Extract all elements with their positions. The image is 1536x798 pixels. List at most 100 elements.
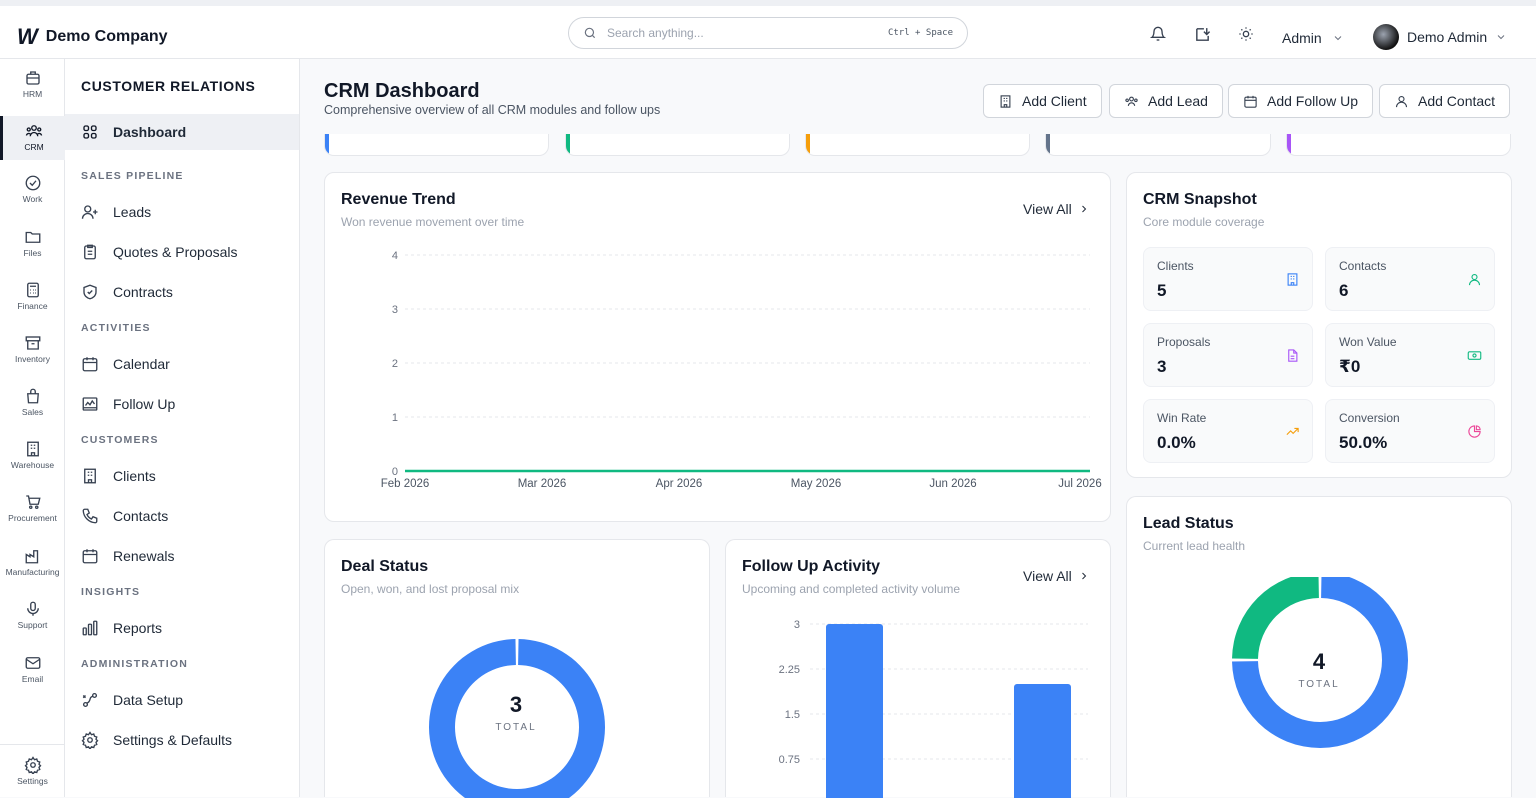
sidebar-item-renewals[interactable]: Renewals	[65, 538, 299, 574]
role-label: Admin	[1282, 30, 1322, 46]
rail-item-files[interactable]: Files	[0, 228, 65, 258]
y-tick-label: 2	[392, 358, 398, 370]
search-icon	[584, 27, 596, 39]
trending-up-icon	[1286, 427, 1299, 436]
sidebar-item-settings[interactable]: Settings & Defaults	[65, 722, 299, 758]
pie-chart-icon	[1468, 425, 1481, 438]
stat-card	[1286, 134, 1511, 156]
rail-item-support[interactable]: Support	[0, 600, 65, 630]
sidebar-item-contracts[interactable]: Contracts	[65, 274, 299, 310]
snapshot-proposals[interactable]: Proposals 3	[1143, 323, 1313, 387]
company-name: Demo Company	[45, 28, 168, 45]
rail-item-warehouse[interactable]: Warehouse	[0, 440, 65, 470]
file-icon	[1288, 349, 1298, 362]
sidebar-item-dashboard[interactable]: Dashboard	[65, 114, 299, 150]
rail-item-manufacturing[interactable]: Manufacturing	[0, 547, 65, 577]
route-icon	[82, 692, 98, 708]
snapshot-conversion[interactable]: Conversion 50.0%	[1325, 399, 1495, 463]
x-tick-label: Mar 2026	[518, 478, 567, 490]
view-all-link[interactable]: View All	[1023, 201, 1090, 217]
user-name: Demo Admin	[1407, 29, 1488, 45]
x-tick-label: Jul 2026	[1058, 478, 1101, 490]
crm-sidebar: CUSTOMER RELATIONS Dashboard SALES PIPEL…	[65, 59, 300, 797]
rail-item-hrm[interactable]: HRM	[0, 67, 65, 111]
rail-item-settings[interactable]: Settings	[0, 756, 65, 786]
stat-accent	[325, 134, 329, 154]
rail-item-finance[interactable]: Finance	[0, 281, 65, 311]
page-title: CRM Dashboard	[324, 80, 480, 102]
card-subtitle: Won revenue movement over time	[341, 215, 525, 229]
briefcase-icon	[25, 71, 40, 85]
archive-icon	[25, 336, 40, 350]
lead-total: 4 TOTAL	[1269, 649, 1369, 690]
rail-item-work[interactable]: Work	[0, 174, 65, 204]
rail-item-email[interactable]: Email	[0, 654, 65, 684]
sidebar-item-data-setup[interactable]: Data Setup	[65, 682, 299, 718]
donut-slice	[1232, 577, 1408, 748]
section-customers: CUSTOMERS	[81, 434, 159, 446]
follow-up-activity-card: Follow Up Activity Upcoming and complete…	[725, 539, 1111, 798]
x-tick-label: Jun 2026	[929, 478, 976, 490]
search-shortcut-hint: Ctrl + Space	[887, 28, 953, 38]
sidebar-item-clients[interactable]: Clients	[65, 458, 299, 494]
lead-total-value: 4	[1312, 649, 1326, 674]
rail-item-crm[interactable]: CRM	[0, 116, 65, 160]
activity-icon	[82, 397, 98, 411]
download-icon[interactable]	[1192, 24, 1212, 44]
clipboard-icon	[84, 244, 96, 260]
view-all-link[interactable]: View All	[1023, 568, 1090, 584]
snapshot-win-rate[interactable]: Win Rate 0.0%	[1143, 399, 1313, 463]
sidebar-item-contacts[interactable]: Contacts	[65, 498, 299, 534]
y-tick-label: 4	[392, 250, 398, 262]
calendar-icon	[1244, 95, 1257, 108]
section-insights: INSIGHTS	[81, 586, 141, 598]
sidebar-item-leads[interactable]: Leads	[65, 194, 299, 230]
bar-chart-icon	[82, 620, 98, 636]
add-follow-up-button[interactable]: Add Follow Up	[1228, 84, 1374, 118]
theme-toggle-icon[interactable]	[1236, 24, 1256, 44]
company-logo: W	[17, 24, 38, 49]
add-lead-button[interactable]: Add Lead	[1109, 84, 1223, 118]
rail-item-procurement[interactable]: Procurement	[0, 493, 65, 523]
folder-icon	[25, 231, 40, 243]
rail-item-inventory[interactable]: Inventory	[0, 334, 65, 364]
search-bar[interactable]: Search anything... Ctrl + Space	[568, 17, 968, 49]
card-title: Lead Status	[1143, 515, 1234, 532]
add-contact-button[interactable]: Add Contact	[1379, 84, 1511, 118]
snapshot-clients[interactable]: Clients 5	[1143, 247, 1313, 311]
crm-snapshot-card: CRM Snapshot Core module coverage Client…	[1126, 172, 1512, 478]
card-title: Follow Up Activity	[742, 558, 881, 575]
sidebar-item-reports[interactable]: Reports	[65, 610, 299, 646]
chevron-down-icon	[1334, 36, 1342, 41]
sidebar-title: CUSTOMER RELATIONS	[81, 78, 256, 94]
x-tick-label: Feb 2026	[381, 478, 430, 490]
bell-icon[interactable]	[1148, 24, 1168, 44]
stat-accent	[1287, 134, 1291, 154]
stat-card	[565, 134, 790, 156]
shield-check-icon	[83, 284, 97, 300]
user-icon	[1395, 95, 1408, 107]
search-input[interactable]: Search anything...	[607, 26, 704, 40]
building-icon	[84, 468, 96, 484]
sidebar-item-quotes[interactable]: Quotes & Proposals	[65, 234, 299, 270]
card-subtitle: Open, won, and lost proposal mix	[341, 582, 520, 596]
card-title: Deal Status	[341, 558, 429, 575]
sidebar-item-calendar[interactable]: Calendar	[65, 346, 299, 382]
sidebar-item-follow-up[interactable]: Follow Up	[65, 386, 299, 422]
grid-icon	[83, 125, 97, 139]
snapshot-contacts[interactable]: Contacts 6	[1325, 247, 1495, 311]
user-menu[interactable]: Demo Admin	[1373, 24, 1507, 50]
calendar-icon	[82, 549, 98, 564]
building-icon	[1287, 273, 1298, 286]
lead-status-card: Lead Status Current lead health 4 TOTAL	[1126, 496, 1512, 797]
brand[interactable]: W Demo Company	[17, 24, 168, 50]
donut-slice	[429, 639, 605, 798]
add-client-button[interactable]: Add Client	[983, 84, 1102, 118]
role-selector[interactable]: Admin	[1282, 30, 1344, 46]
rail-item-sales[interactable]: Sales	[0, 387, 65, 417]
snapshot-won-value[interactable]: Won Value ₹0	[1325, 323, 1495, 387]
deal-total: 3 TOTAL	[466, 692, 566, 733]
deal-status-card: Deal Status Open, won, and lost proposal…	[324, 539, 710, 798]
card-subtitle: Core module coverage	[1143, 215, 1265, 229]
follow-up-bar	[1014, 684, 1071, 798]
